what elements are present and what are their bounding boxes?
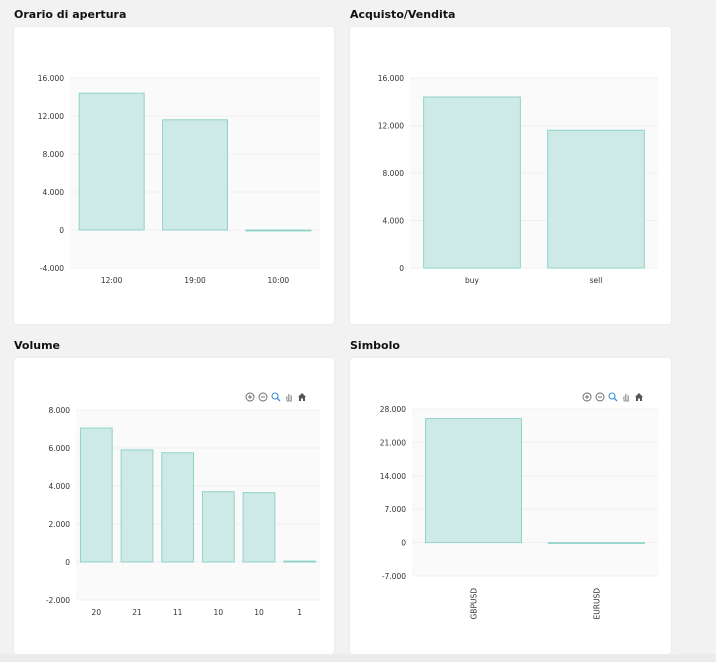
x-tick-label: buy [465,276,480,285]
x-tick-label: 10 [254,608,264,617]
chart-title-simbolo: Simbolo [350,339,400,352]
y-tick-label: 8.000 [43,150,65,159]
y-tick-label: 0 [399,264,404,273]
bar [242,492,276,563]
y-tick-label: -7.000 [382,572,406,581]
y-tick-label: 4.000 [49,482,71,491]
bar [283,560,317,563]
y-tick-label: 16.000 [38,74,64,83]
y-tick-label: 4.000 [383,217,405,226]
bar-chart-simbolo: -7.000 0 7.000 14.000 21.000 28.000 GBPUSD EURU… [380,405,658,620]
x-tick-label: 21 [132,608,142,617]
pan-hand-icon[interactable] [284,392,294,402]
pan-hand-icon[interactable] [621,392,631,402]
chart-card-simbolo: -7.000 0 7.000 14.000 21.000 28.000 GBPUSD EURU… [350,358,671,654]
bar-chart-volume: -2.000 0 2.000 4.000 6.000 8.000 20 21 11 10 10 1 [46,406,320,617]
y-tick-label: 21.000 [380,438,406,447]
zoom-out-icon[interactable] [595,392,605,402]
y-tick-label: 7.000 [385,505,407,514]
zoom-out-icon[interactable] [258,392,268,402]
bar [245,229,312,232]
page-bottom-strip [0,654,716,662]
bar [79,427,113,563]
y-tick-label: -2.000 [46,596,70,605]
y-tick-label: -4.000 [40,264,64,273]
x-tick-label: 10 [214,608,224,617]
x-tick-label: sell [590,276,603,285]
y-tick-label: 2.000 [49,520,71,529]
x-tick-label: 11 [173,608,183,617]
chart-card-orario: -4.000 0 4.000 8.000 12.000 16.000 12:00 19:00 1… [14,27,334,324]
x-tick-label: 1 [297,608,302,617]
x-tick-label: GBPUSD [470,588,479,620]
chart-title-volume: Volume [14,339,60,352]
plot-area [76,410,320,600]
zoom-in-icon[interactable] [582,392,592,402]
x-tick-label: 12:00 [101,276,123,285]
chart-card-volume: -2.000 0 2.000 4.000 6.000 8.000 20 21 11 10 10 1 [14,358,334,654]
y-tick-label: 0 [65,558,70,567]
y-tick-label: 0 [401,539,406,548]
home-icon[interactable] [297,392,307,402]
y-tick-label: 12.000 [38,112,64,121]
magnifier-icon[interactable] [271,392,281,402]
chart-card-acquisto: 0 4.000 8.000 12.000 16.000 buy sell [350,27,671,324]
y-tick-label: 8.000 [383,169,405,178]
y-tick-label: 14.000 [380,472,406,481]
bar [162,119,228,231]
x-tick-label: 10:00 [268,276,290,285]
y-tick-label: 12.000 [378,122,404,131]
y-tick-label: 6.000 [49,444,71,453]
bar [161,452,195,563]
bar [201,491,235,563]
chart-toolbar-simbolo [582,392,644,402]
bar-chart-acquisto: 0 4.000 8.000 12.000 16.000 buy sell [378,74,658,285]
bar [425,418,522,544]
x-tick-label: 19:00 [184,276,206,285]
y-tick-label: 8.000 [49,406,71,415]
y-tick-label: 0 [59,226,64,235]
y-tick-label: 4.000 [43,188,65,197]
zoom-in-icon[interactable] [245,392,255,402]
chart-title-orario: Orario di apertura [14,8,127,21]
magnifier-icon[interactable] [608,392,618,402]
chart-title-acquisto: Acquisto/Vendita [350,8,456,21]
x-tick-label: 20 [92,608,102,617]
home-icon[interactable] [634,392,644,402]
bar-chart-orario: -4.000 0 4.000 8.000 12.000 16.000 12:00 19:00 1… [38,74,320,285]
y-tick-label: 16.000 [378,74,404,83]
chart-toolbar-volume [245,392,307,402]
bar [423,96,521,269]
x-tick-label: EURUSD [593,588,602,620]
bar [120,449,154,563]
y-tick-label: 28.000 [380,405,406,414]
bar [547,129,645,269]
bar [548,542,645,544]
bar [78,92,145,231]
